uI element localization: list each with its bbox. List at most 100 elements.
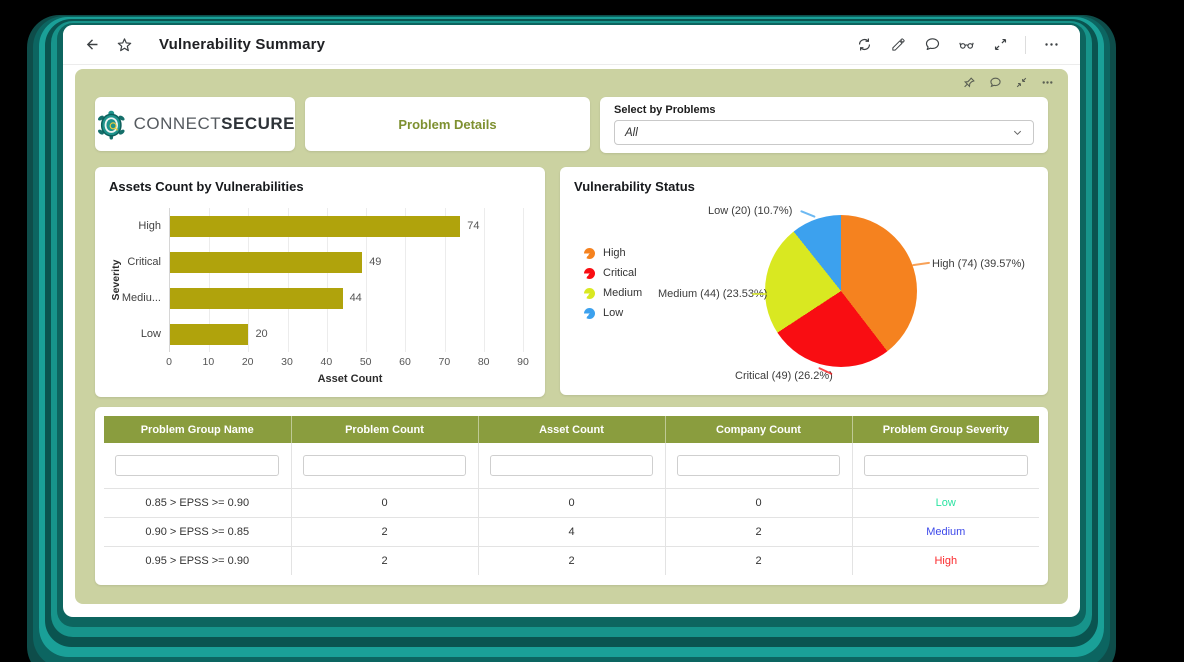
- filter-input-problem-group-severity[interactable]: [863, 454, 1028, 476]
- more-ellipsis-icon[interactable]: [1041, 76, 1054, 89]
- legend-label: High: [603, 247, 626, 259]
- gridline: [326, 208, 328, 352]
- table-filter-row: [104, 443, 1039, 489]
- cell-problem-count: 2: [291, 546, 479, 575]
- gridline: [287, 208, 289, 352]
- bar-value-label: 49: [369, 256, 382, 268]
- bar-critical: [170, 251, 363, 273]
- gridline: [209, 208, 211, 352]
- legend-swatch-icon: [584, 267, 595, 279]
- gridline: [366, 208, 368, 352]
- problem-groups-table-card: Problem Group Name Problem Count Asset C…: [95, 407, 1048, 585]
- brand-wordmark: CONNECTSECURE: [133, 114, 295, 133]
- comment-bubble-icon[interactable]: [989, 76, 1002, 89]
- cell-problem-count: 2: [291, 517, 479, 547]
- header-company-count[interactable]: Company Count: [665, 416, 853, 443]
- category-label: Critical: [127, 256, 161, 268]
- cell-severity-badge: Medium: [852, 517, 1039, 547]
- legend-item-critical[interactable]: Critical: [584, 267, 642, 279]
- cell-problem-count: 0: [291, 488, 479, 518]
- problem-details-label: Problem Details: [398, 116, 497, 132]
- comment-bubble-icon[interactable]: [923, 36, 941, 54]
- favorite-star-icon[interactable]: [115, 36, 133, 54]
- gridline: [523, 208, 524, 352]
- back-arrow-icon[interactable]: [83, 36, 101, 54]
- gridline: [444, 208, 446, 352]
- table-row[interactable]: 0.95 > EPSS >= 0.90 2 2 2 High: [104, 546, 1039, 575]
- pie-callout-high: High (74) (39.57%): [932, 258, 1025, 270]
- bar-value-label: 44: [349, 292, 362, 304]
- gridline: [405, 208, 407, 352]
- fullscreen-expand-icon[interactable]: [991, 36, 1009, 54]
- x-tick-label: 40: [320, 356, 333, 368]
- more-ellipsis-icon[interactable]: [1042, 36, 1060, 54]
- gridline: [248, 208, 250, 352]
- x-tick-label: 0: [166, 356, 172, 368]
- x-tick-label: 30: [281, 356, 293, 368]
- cell-asset-count: 4: [478, 517, 666, 547]
- cell-asset-count: 0: [478, 488, 666, 518]
- bar-value-label: 20: [255, 328, 268, 340]
- bar-chart-title: Assets Count by Vulnerabilities: [109, 179, 304, 194]
- select-by-problems-dropdown[interactable]: All: [614, 120, 1034, 145]
- bar-chart-card: Assets Count by Vulnerabilities Severity…: [95, 167, 545, 397]
- x-tick-label: 80: [477, 356, 490, 368]
- y-axis-label: Severity: [110, 259, 122, 301]
- refresh-icon[interactable]: [855, 36, 873, 54]
- filter-input-company-count[interactable]: [676, 454, 841, 476]
- problem-groups-table: Problem Group Name Problem Count Asset C…: [104, 416, 1039, 575]
- leader-line: [752, 293, 767, 295]
- header-problem-group-severity[interactable]: Problem Group Severity: [852, 416, 1039, 443]
- table-row[interactable]: 0.90 > EPSS >= 0.85 2 4 2 Medium: [104, 517, 1039, 547]
- gridline: [483, 208, 485, 352]
- select-by-problems-card: Select by Problems All: [600, 97, 1048, 153]
- bar-plot-area: Severity High 74 Critical 49 Mediu...: [110, 208, 524, 352]
- bar-row: Mediu... 44: [122, 280, 523, 316]
- pie: [765, 215, 917, 367]
- filter-input-problem-count[interactable]: [302, 454, 467, 476]
- filter-input-problem-group-name[interactable]: [115, 454, 280, 476]
- preview-glasses-icon[interactable]: [957, 36, 975, 54]
- legend-label: Low: [603, 307, 624, 319]
- cell-problem-group-name: 0.90 > EPSS >= 0.85: [104, 517, 292, 547]
- table-row[interactable]: 0.85 > EPSS >= 0.90 0 0 0 Low: [104, 488, 1039, 518]
- leader-line: [800, 210, 816, 218]
- leader-line: [911, 261, 931, 266]
- bar-xtick-row: 0 10 20 30 40 50 60 70 80 90: [166, 356, 529, 370]
- legend-item-low[interactable]: Low: [584, 307, 642, 319]
- app-window: Vulnerability Summary: [63, 25, 1080, 617]
- legend-label: Critical: [603, 267, 637, 279]
- panel-corner-actions: [963, 76, 1054, 89]
- x-tick-label: 20: [241, 356, 254, 368]
- category-label: Mediu...: [121, 292, 161, 304]
- bar-low: [170, 323, 249, 345]
- legend-item-high[interactable]: High: [584, 247, 642, 259]
- edit-pencil-icon[interactable]: [889, 36, 907, 54]
- pie-legend: High Critical Medium Low: [584, 247, 642, 319]
- header-problem-count[interactable]: Problem Count: [291, 416, 479, 443]
- dashboard-panel: CONNECTSECURE Problem Details Select by …: [75, 69, 1068, 604]
- category-label: High: [138, 220, 161, 232]
- pin-icon[interactable]: [963, 76, 976, 89]
- problem-details-card: Problem Details: [305, 97, 590, 151]
- legend-item-medium[interactable]: Medium: [584, 287, 642, 299]
- page-title: Vulnerability Summary: [159, 36, 326, 53]
- collapse-icon[interactable]: [1015, 76, 1028, 89]
- cell-company-count: 0: [665, 488, 853, 518]
- bar-medium: [170, 287, 343, 309]
- x-tick-label: 90: [517, 356, 529, 368]
- cell-asset-count: 2: [478, 546, 666, 575]
- cell-company-count: 2: [665, 546, 853, 575]
- x-axis-label: Asset Count: [317, 373, 383, 385]
- header-asset-count[interactable]: Asset Count: [478, 416, 666, 443]
- bar-row: Critical 49: [127, 244, 523, 280]
- bar-value-label: 74: [467, 220, 480, 232]
- pie-callout-critical: Critical (49) (26.2%): [735, 370, 833, 382]
- cell-severity-badge: Low: [852, 488, 1039, 518]
- header-problem-group-name[interactable]: Problem Group Name: [104, 416, 292, 443]
- table-header-row: Problem Group Name Problem Count Asset C…: [104, 416, 1039, 443]
- brand-logo: CONNECTSECURE: [95, 97, 295, 151]
- filter-input-asset-count[interactable]: [489, 454, 654, 476]
- cell-problem-group-name: 0.95 > EPSS >= 0.90: [104, 546, 292, 575]
- x-tick-label: 60: [399, 356, 411, 368]
